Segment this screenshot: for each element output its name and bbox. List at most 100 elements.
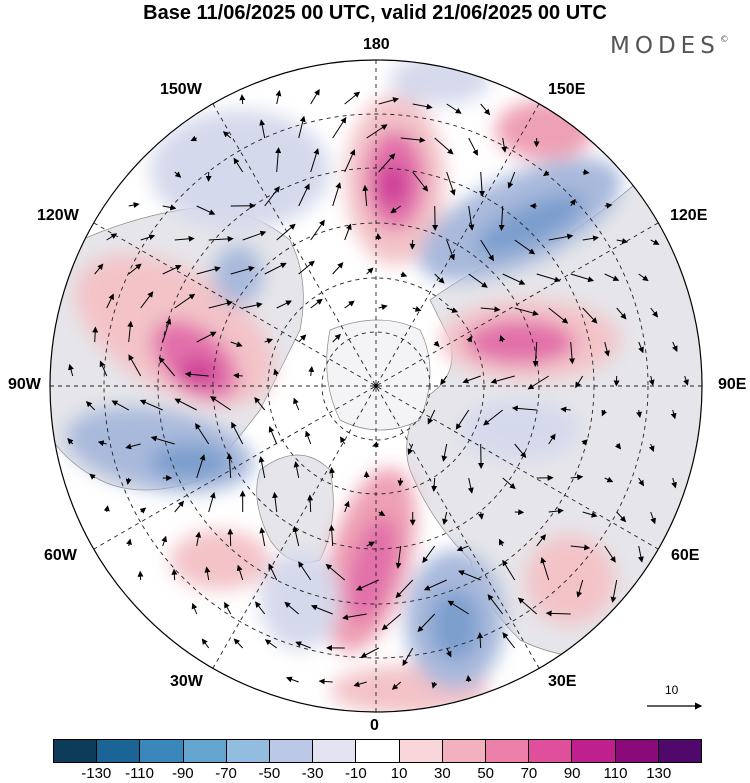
wind-vector-arrow (268, 563, 278, 581)
wind-vector-arrow (293, 461, 300, 479)
lat-circle-40 (103, 113, 649, 659)
wind-vector-arrow (285, 676, 299, 683)
wind-vector-arrow (366, 267, 374, 275)
wind-vector-arrow (174, 171, 182, 178)
wind-vector-arrow (226, 453, 233, 479)
colorbar-swatch (183, 740, 227, 762)
wind-vector-arrow (125, 443, 141, 450)
wind-vector-arrow (254, 396, 266, 411)
wind-vector-arrow (447, 600, 469, 615)
wind-vector-arrow (196, 454, 206, 479)
wind-vector-arrow (395, 579, 414, 599)
anomaly-pos-100e-core (465, 320, 575, 364)
wind-vector-arrow (230, 341, 243, 348)
wind-vector-arrow (375, 233, 382, 241)
anomaly-neg-80e (460, 400, 580, 460)
wind-vector-arrow (378, 304, 388, 311)
wind-vector-arrow (468, 137, 478, 156)
wind-vector-arrow (174, 500, 185, 513)
map-boundary (49, 59, 703, 713)
wind-vector-arrow (502, 559, 516, 581)
wind-vector-arrow (433, 340, 440, 347)
wind-vector-arrow (184, 371, 209, 378)
wind-vector-arrow (427, 409, 436, 425)
wind-vector-arrow (581, 439, 588, 446)
colorbar-swatch (97, 740, 141, 762)
wind-vector-arrow (298, 115, 306, 139)
wind-vector-arrow (67, 438, 74, 445)
colorbar-swatch (54, 740, 98, 762)
colorbar-swatch (658, 740, 702, 762)
wind-vector-arrow (174, 235, 195, 242)
wind-vector-arrow (570, 544, 591, 551)
wind-vector-arrow (683, 375, 689, 386)
wind-vector-arrow (126, 538, 132, 547)
lon-label-120e: 120E (670, 207, 708, 224)
wind-vector-arrow (305, 430, 312, 445)
wind-vector-arrow (638, 273, 649, 282)
wind-vector-arrow (227, 528, 234, 547)
wind-vector-arrow (360, 647, 379, 658)
wind-vector-arrow (224, 601, 232, 615)
wind-vector-arrow (616, 511, 627, 523)
wind-vector-arrow (332, 182, 342, 207)
wind-vector-arrow (329, 467, 336, 479)
map-title: Base 11/06/2025 00 UTC, valid 21/06/2025… (143, 2, 607, 24)
wind-vector-arrow (548, 307, 569, 324)
wind-vector-arrow (344, 91, 361, 105)
colorbar-tick-label: -30 (301, 765, 324, 782)
wind-vector-arrow (140, 291, 154, 309)
wind-vector-arrow (275, 147, 282, 173)
wind-vector-arrow (514, 307, 539, 316)
colorbar-swatch (572, 740, 616, 762)
colorbar-swatch (399, 740, 443, 762)
wind-vector-arrow (446, 103, 462, 114)
greenland-land (256, 454, 334, 563)
wind-vector-arrow (258, 456, 266, 479)
wind-vector-arrow (610, 579, 618, 603)
wind-vector-arrow (479, 171, 486, 197)
colorbar-tick-label: -70 (215, 765, 237, 782)
wind-vector-arrow (264, 639, 278, 649)
wind-vector-arrow (162, 318, 172, 343)
wind-vector-arrow (272, 491, 279, 513)
wind-vector-arrow (106, 293, 114, 309)
anomaly-neg-20w (260, 550, 340, 650)
wind-vector-arrow (490, 375, 515, 384)
wind-vector-arrow (576, 579, 584, 598)
wind-vector-arrow (638, 341, 644, 354)
wind-vector-arrow (407, 443, 414, 455)
wind-vector-arrow (483, 409, 504, 426)
wind-vector-arrow (480, 103, 491, 116)
wind-vector-arrow (548, 233, 574, 241)
wind-vector-arrow (458, 570, 481, 581)
wind-vector-arrow (569, 198, 576, 207)
wind-vector-arrow (434, 137, 454, 155)
anomaly-pos-150e (495, 100, 595, 160)
colorbar-swatch (486, 740, 530, 762)
lon-label-180: 180 (363, 36, 390, 53)
wind-vector-arrow (150, 435, 175, 445)
wind-vector-arrow (276, 300, 292, 309)
wind-vector-arrow (434, 273, 445, 284)
wind-vector-arrow (344, 500, 350, 513)
wind-vector-arrow (128, 202, 140, 208)
wind-vector-arrow (372, 441, 379, 448)
wind-vector-arrow (139, 399, 163, 411)
wind-vector-arrow (431, 681, 438, 689)
wind-vector-arrow (446, 307, 459, 313)
wind-vector-arrow (487, 594, 504, 615)
lon-label-90e: 90E (718, 376, 747, 393)
wind-vector-arrow (582, 235, 599, 242)
wind-vector-arrow (298, 334, 307, 343)
wind-vector-arrow (332, 333, 341, 343)
wind-vector-arrow (417, 613, 436, 633)
colorbar-tick-label: -110 (125, 765, 154, 782)
wind-vector-arrow (162, 264, 182, 275)
anomaly-neg-130w (213, 245, 263, 305)
wind-vector-arrow (466, 335, 472, 343)
wind-vector-arrow (293, 397, 300, 411)
colorbar-swatch (442, 740, 487, 762)
colorbar-tick-label: 90 (563, 765, 581, 782)
anomaly-pos-180-max (379, 163, 407, 207)
